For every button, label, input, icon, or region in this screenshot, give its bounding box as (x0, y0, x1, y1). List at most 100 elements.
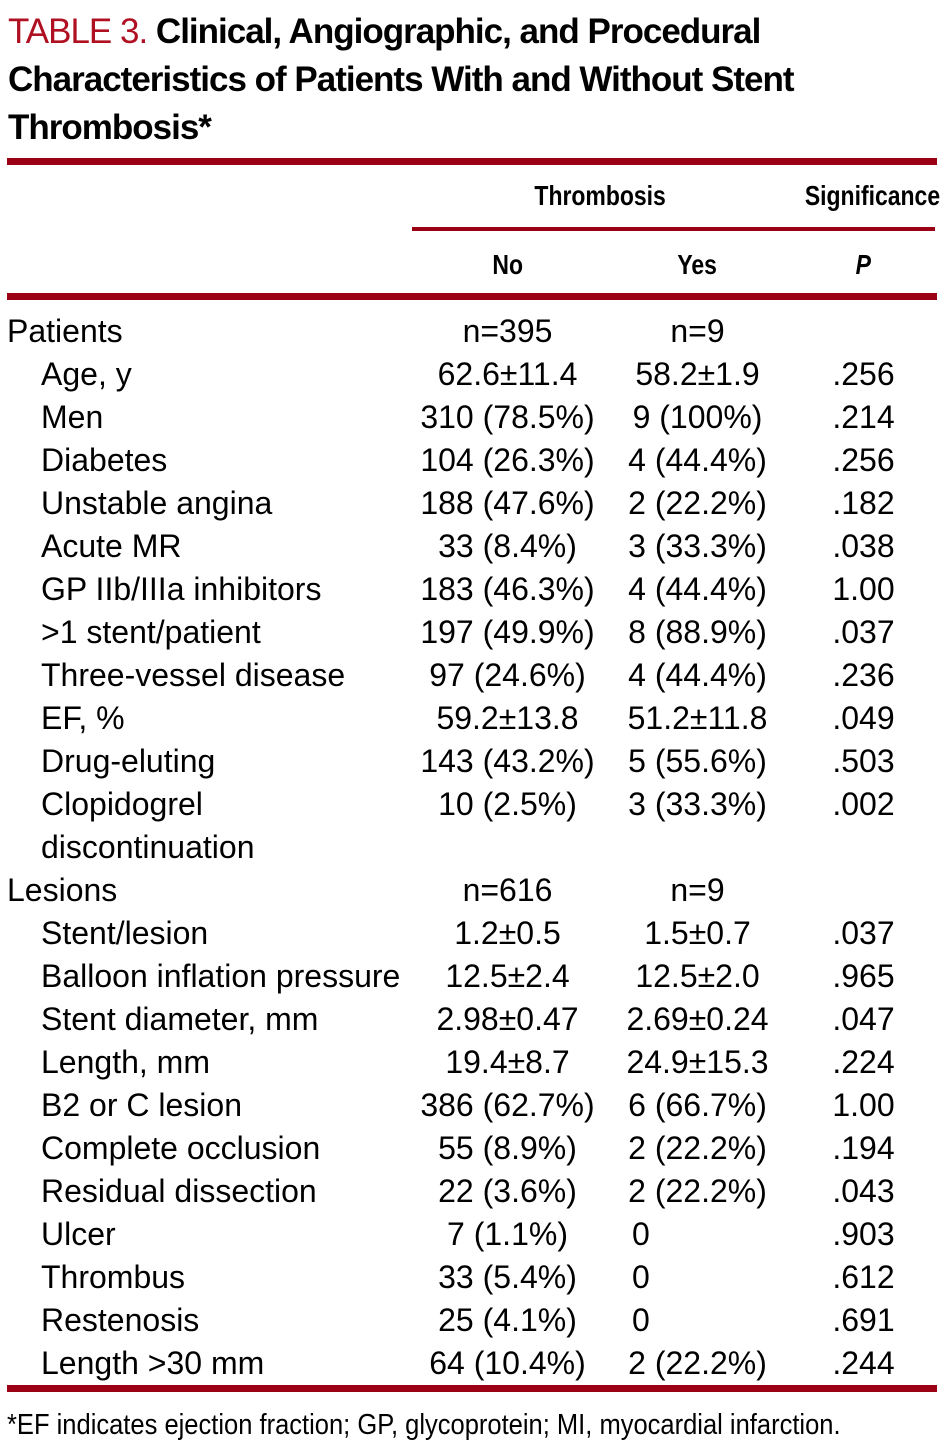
cell-yes: 9 (100%) (632, 399, 763, 435)
table-row: Diabetes 104 (26.3%) 4 (44.4%) .256 (7, 439, 937, 482)
row-label: Thrombus (41, 1259, 186, 1295)
col-header-yes: Yes (677, 249, 718, 280)
cell-p: .965 (832, 958, 895, 994)
cell-p: .047 (832, 1001, 895, 1037)
cell-no: n=616 (462, 872, 553, 908)
row-label: Lesions (7, 872, 118, 908)
row-label: Diabetes (41, 442, 168, 478)
cell-p: .256 (832, 356, 895, 392)
cell-yes: 24.9±15.3 (626, 1044, 769, 1080)
cell-no: 7 (1.1%) (447, 1216, 568, 1252)
cell-no: 12.5±2.4 (445, 958, 570, 994)
cell-no: 25 (4.1%) (438, 1302, 577, 1338)
col-header-p: P (855, 249, 872, 280)
table-row: Clopidogrel discontinuation 10 (2.5%) 3 (33… (7, 783, 937, 869)
cell-no: 10 (2.5%) (438, 786, 577, 822)
cell-yes: 4 (44.4%) (628, 657, 767, 693)
table-row: B2 or C lesion 386 (62.7%) 6 (66.7%) 1.00 (7, 1084, 937, 1127)
row-label: Patients (7, 313, 123, 349)
cell-yes: 12.5±2.0 (635, 958, 760, 994)
cell-yes: 51.2±11.8 (627, 700, 768, 736)
cell-no: 33 (5.4%) (438, 1259, 577, 1295)
spanner-row: Thrombosis Significance (7, 165, 941, 227)
cell-p: .236 (832, 657, 895, 693)
cell-no: 143 (43.2%) (420, 743, 595, 779)
column-header-row: No Yes P (7, 231, 937, 293)
table-row: >1 stent/patient 197 (49.9%) 8 (88.9%) .037 (7, 611, 937, 654)
cell-yes: 2.69±0.24 (626, 1001, 769, 1037)
cell-p: .038 (832, 528, 895, 564)
cell-no: 104 (26.3%) (420, 442, 595, 478)
cell-p: .037 (832, 614, 895, 650)
cell-no: 1.2±0.5 (454, 915, 561, 951)
table-row: Lesions n=616 n=9 (7, 869, 937, 912)
cell-no: 97 (24.6%) (429, 657, 586, 693)
row-label: Acute MR (41, 528, 182, 564)
row-label: GP IIb/IIIa inhibitors (41, 571, 322, 607)
table-row: Drug-eluting 143 (43.2%) 5 (55.6%) .503 (7, 740, 937, 783)
cell-yes: n=9 (670, 872, 725, 908)
table-row: Thrombus 33 (5.4%) 0 .612 (7, 1256, 937, 1299)
rule-bottom (7, 1385, 937, 1392)
spanner-thrombosis: Thrombosis (534, 180, 666, 211)
cell-no: 62.6±11.4 (437, 356, 578, 392)
cell-no: 197 (49.9%) (420, 614, 595, 650)
table-row: Age, y 62.6±11.4 58.2±1.9 .256 (7, 353, 937, 396)
cell-no: 386 (62.7%) (420, 1087, 595, 1123)
cell-yes: 2 (22.2%) (628, 1173, 767, 1209)
cell-yes: 0 (632, 1302, 650, 1338)
row-label: Length, mm (41, 1044, 210, 1080)
cell-no: 59.2±13.8 (436, 700, 579, 736)
row-label: >1 stent/patient (41, 614, 261, 650)
cell-yes: 2 (22.2%) (628, 1345, 767, 1381)
table-title-text: Clinical, Angiographic, and Procedural C… (8, 12, 795, 147)
cell-yes: 1.5±0.7 (644, 915, 751, 951)
table-row: Length, mm 19.4±8.7 24.9±15.3 .224 (7, 1041, 937, 1084)
cell-yes: 4 (44.4%) (628, 442, 767, 478)
table-row: Unstable angina 188 (47.6%) 2 (22.2%) .182 (7, 482, 937, 525)
row-label: Ulcer (41, 1216, 116, 1252)
cell-p: 1.00 (832, 1087, 895, 1123)
table-row: Acute MR 33 (8.4%) 3 (33.3%) .038 (7, 525, 937, 568)
cell-yes: 2 (22.2%) (628, 1130, 767, 1166)
cell-yes: 5 (55.6%) (628, 743, 767, 779)
cell-yes: 4 (44.4%) (628, 571, 767, 607)
cell-no: 55 (8.9%) (438, 1130, 577, 1166)
cell-yes: n=9 (670, 313, 725, 349)
cell-yes: 0 (632, 1259, 650, 1295)
cell-yes: 3 (33.3%) (628, 786, 767, 822)
rule-header-bottom (7, 293, 937, 300)
cell-yes: 6 (66.7%) (628, 1087, 767, 1123)
table-row: Men 310 (78.5%) 9 (100%) .214 (7, 396, 937, 439)
table-row: Complete occlusion 55 (8.9%) 2 (22.2%) .194 (7, 1127, 937, 1170)
cell-p: .691 (832, 1302, 895, 1338)
table-row: Balloon inflation pressure 12.5±2.4 12.5±2… (7, 955, 937, 998)
cell-p: .037 (832, 915, 895, 951)
cell-p: .194 (832, 1130, 895, 1166)
cell-yes: 2 (22.2%) (628, 485, 767, 521)
cell-p: 1.00 (832, 571, 895, 607)
table-row: Residual dissection 22 (3.6%) 2 (22.2%) .04… (7, 1170, 937, 1213)
spanner-underline (412, 227, 935, 231)
cell-no: 33 (8.4%) (438, 528, 577, 564)
cell-p: .002 (832, 786, 895, 822)
row-label: Clopidogrel (41, 786, 203, 822)
spanner-significance: Significance (804, 180, 941, 211)
row-label: Men (41, 399, 104, 435)
row-label: Stent/lesion (41, 915, 209, 951)
cell-p: .214 (832, 399, 895, 435)
cell-no: 183 (46.3%) (420, 571, 595, 607)
table-row: Stent diameter, mm 2.98±0.47 2.69±0.24 .047 (7, 998, 937, 1041)
row-label: Balloon inflation pressure (41, 958, 401, 994)
cell-no: 2.98±0.47 (436, 1001, 579, 1037)
cell-yes: 3 (33.3%) (628, 528, 767, 564)
cell-no: 310 (78.5%) (420, 399, 595, 435)
row-label: Residual dissection (41, 1173, 317, 1209)
row-label: Complete occlusion (41, 1130, 321, 1166)
cell-p: .224 (832, 1044, 895, 1080)
row-label: Length >30 mm (41, 1345, 265, 1381)
table-row: Ulcer 7 (1.1%) 0 .903 (7, 1213, 937, 1256)
table-number-label: TABLE 3. (8, 12, 148, 51)
row-label: EF, % (41, 700, 125, 736)
